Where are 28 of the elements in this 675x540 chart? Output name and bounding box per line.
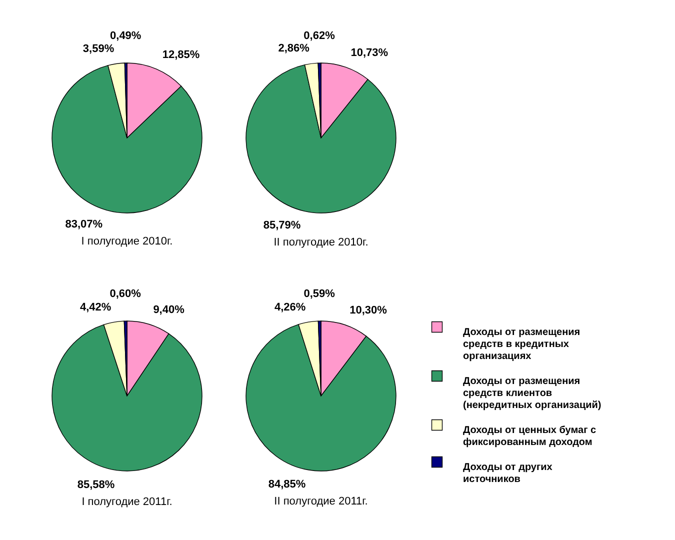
text: II полугодие 2011г.	[274, 496, 368, 508]
data-label: 0,59%	[304, 288, 336, 300]
legend-label: Доходы от размещения средств клиентов (некредитных организаций)	[463, 376, 602, 411]
data-label: 10,73%	[350, 47, 388, 60]
data-label: 4,26%	[274, 301, 306, 314]
data-label: 83,07%	[65, 218, 103, 231]
data-label: 12,85%	[162, 49, 200, 62]
data-label: 0,49%	[110, 30, 142, 42]
legend-label: Доходы от ценных бумаг с фиксированным доходом	[463, 425, 597, 448]
data-label: 0,62%	[304, 30, 336, 42]
legend-label: Доходы от других источников	[463, 462, 553, 485]
pie-slice	[246, 64, 396, 214]
data-label: 10,30%	[350, 304, 388, 317]
text: I полугодие 2010г.	[81, 236, 173, 248]
legend-label: Доходы от размещения средств в кредитных организациях	[463, 327, 580, 362]
data-label: 3,59%	[82, 42, 114, 55]
data-label: 0,60%	[110, 288, 142, 300]
data-label: 2,86%	[278, 42, 310, 55]
text: II полугодие 2010г.	[274, 236, 368, 249]
text: I полугодие 2011г.	[82, 496, 172, 508]
data-label: 84,85%	[268, 478, 306, 491]
data-label: 9,40%	[153, 304, 185, 316]
pie-slice	[246, 324, 396, 472]
data-label: 4,42%	[80, 301, 112, 314]
data-label: 85,79%	[263, 220, 301, 232]
data-label: 85,58%	[77, 479, 115, 492]
pie-slice	[52, 324, 202, 472]
pie-slice	[52, 65, 202, 214]
